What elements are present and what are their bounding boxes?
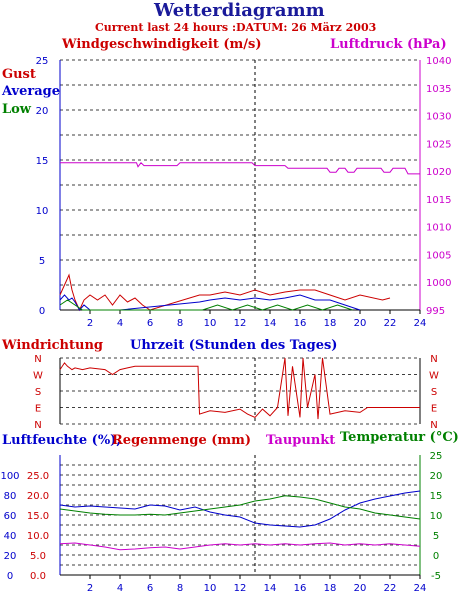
p3-x-tick-label: 6 [147,583,153,594]
series-luftdruck-line [60,162,420,175]
p1-x-tick-label: 2 [87,318,93,329]
p1-y-tick-label: 0 [39,306,45,317]
page-title: Wetterdiagramm [154,0,325,21]
p3-x-tick-label: 10 [204,583,217,594]
p3-temp-tick-label: -5 [431,571,441,582]
p2-left-direction-label: N [34,354,41,365]
p1-y-tick-label: 20 [36,106,49,117]
p1-x-tick-label: 22 [384,318,397,329]
p3-temp-tick-label: 0 [433,551,439,562]
rain-axis-label: Regenmenge (mm) [112,433,252,448]
humidity-axis-label: Luftfeuchte (%), [2,433,121,448]
p3-rain-tick-label: 0.0 [30,571,46,582]
p3-x-tick-label: 8 [177,583,183,594]
p1-right-tick-label: 1015 [426,195,451,206]
p1-right-tick-label: 1000 [426,278,451,289]
p2-right-direction-label: N [430,354,437,365]
time-axis-label: Uhrzeit (Stunden des Tages) [130,338,338,353]
p1-x-tick-label: 6 [147,318,153,329]
p1-right-tick-label: 1035 [426,84,451,95]
p1-right-tick-label: 995 [426,306,445,317]
series-low-line [59,299,353,311]
p3-temp-tick-label: 5 [433,531,439,542]
pressure-axis-label: Luftdruck (hPa) [330,37,447,52]
p3-rain-tick-label: 25.0 [27,471,49,482]
p1-y-tick-label: 5 [39,256,45,267]
p1-y-tick-label: 10 [36,206,49,217]
wind-speed-axis-label: Windgeschwindigkeit (m/s) [62,37,262,52]
p1-right-tick-label: 1010 [426,223,451,234]
p3-humidity-tick-label: 0 [7,571,13,582]
p1-right-tick-label: 1020 [426,167,451,178]
temperature-axis-label: Temperatur (°C) [340,430,459,445]
dewpoint-label: Taupunkt [266,433,336,448]
p3-x-tick-label: 24 [414,583,427,594]
p3-rain-tick-label: 10.0 [27,531,49,542]
p1-x-tick-label: 12 [234,318,247,329]
p2-right-direction-label: N [430,420,437,431]
series-taupunkt-line [59,542,421,551]
series-temperatur-line [59,495,421,520]
p2-left-direction-label: E [35,404,41,415]
p3-x-tick-label: 12 [234,583,247,594]
p3-x-tick-label: 4 [117,583,123,594]
p3-x-tick-label: 18 [324,583,337,594]
p1-x-tick-label: 18 [324,318,337,329]
p1-right-tick-label: 1005 [426,250,451,261]
series-gust-line [59,273,391,312]
p3-humidity-tick-label: 60 [4,511,17,522]
p3-rain-tick-label: 15.0 [27,511,49,522]
p3-x-tick-label: 20 [354,583,367,594]
p1-right-tick-label: 1025 [426,139,451,150]
p3-humidity-tick-label: 20 [4,551,17,562]
p1-x-tick-label: 24 [414,318,427,329]
series-luftfeuchte-line [59,490,421,528]
p2-left-direction-label: N [34,420,41,431]
p3-temp-tick-label: 20 [430,471,443,482]
p1-x-tick-label: 20 [354,318,367,329]
p2-right-direction-label: E [431,404,437,415]
p1-y-tick-label: 15 [36,156,49,167]
p1-right-tick-label: 1040 [426,56,451,67]
p3-rain-tick-label: 20.0 [27,491,49,502]
wind-direction-label: Windrichtung [2,338,104,353]
p2-left-direction-label: W [33,371,43,382]
p1-x-tick-label: 4 [117,318,123,329]
p3-humidity-tick-label: 80 [4,491,17,502]
series-average-line [59,294,361,311]
p1-right-tick-label: 1030 [426,112,451,123]
page-subtitle: Current last 24 hours :DATUM: 26 März 20… [95,21,377,34]
p3-x-tick-label: 2 [87,583,93,594]
p1-x-tick-label: 10 [204,318,217,329]
legend-gust: Gust [2,67,36,82]
p2-right-direction-label: W [429,371,439,382]
p1-x-tick-label: 16 [294,318,307,329]
p3-humidity-tick-label: 40 [4,531,17,542]
p2-right-direction-label: S [431,387,437,398]
series-windrichtung-line [59,357,420,420]
p1-x-tick-label: 14 [264,318,277,329]
p2-left-direction-label: S [35,387,41,398]
p3-humidity-tick-label: 100 [0,471,19,482]
p3-x-tick-label: 14 [264,583,277,594]
p3-x-tick-label: 16 [294,583,307,594]
legend-low: Low [2,102,32,117]
p3-temp-tick-label: 10 [430,511,443,522]
p1-x-tick-label: 8 [177,318,183,329]
p1-y-tick-label: 25 [36,56,49,67]
p3-temp-tick-label: 25 [430,451,443,462]
p3-x-tick-label: 22 [384,583,397,594]
legend-average: Average [2,84,61,99]
p3-rain-tick-label: 5.0 [30,551,46,562]
p3-temp-tick-label: 15 [430,491,443,502]
